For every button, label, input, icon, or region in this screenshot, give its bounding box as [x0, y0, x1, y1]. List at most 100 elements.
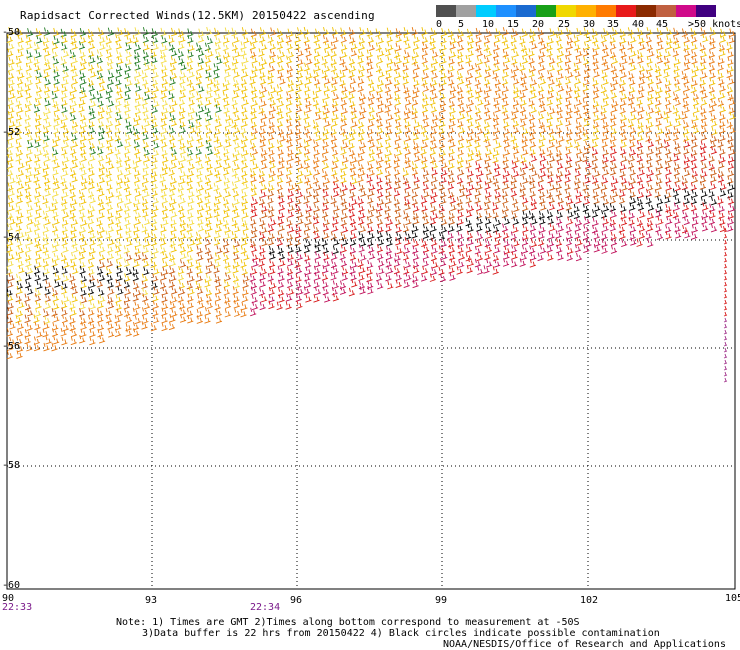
- wind-barb: [366, 56, 373, 65]
- wind-barb: [134, 216, 142, 226]
- wind-barb: [63, 154, 70, 163]
- wind-barb: [582, 203, 589, 213]
- wind-barb: [26, 307, 34, 317]
- wind-barb: [369, 139, 376, 149]
- wind-barb: [69, 300, 76, 310]
- wind-barb: [80, 181, 88, 191]
- wind-barb: [259, 34, 266, 43]
- wind-barb: [240, 47, 247, 57]
- wind-barb: [224, 224, 231, 234]
- wind-barb: [88, 48, 95, 58]
- wind-barb: [441, 251, 448, 260]
- wind-barb: [340, 244, 347, 253]
- wind-barb: [332, 210, 340, 219]
- wind-barb: [403, 140, 410, 150]
- wind-barb: [62, 139, 70, 149]
- wind-barb: [657, 140, 664, 150]
- wind-barb: [367, 224, 374, 233]
- wind-barb: [493, 125, 500, 134]
- wind-barb: [79, 125, 87, 134]
- wind-barb: [206, 26, 213, 36]
- wind-barb: [358, 216, 365, 226]
- wind-barb: [43, 69, 50, 79]
- wind-barb: [216, 55, 223, 65]
- wind-barb: [87, 315, 95, 324]
- wind-barb: [700, 196, 707, 206]
- wind-barb: [79, 49, 86, 59]
- wind-barb: [656, 231, 664, 240]
- wind-barb: [323, 175, 331, 185]
- wind-barb: [223, 209, 230, 219]
- wind-barb: [171, 285, 178, 295]
- wind-barb: [276, 91, 283, 101]
- wind-barb: [240, 259, 247, 268]
- wind-barb: [430, 126, 437, 135]
- wind-barb: [305, 294, 312, 303]
- wind-barb: [719, 34, 726, 43]
- wind-barb: [378, 69, 385, 78]
- wind-barb: [25, 194, 33, 204]
- wind-barb: [241, 189, 248, 198]
- wind-barb: [429, 231, 436, 240]
- wind-barb: [224, 308, 231, 318]
- wind-barb: [512, 196, 519, 205]
- wind-barb: [357, 161, 365, 171]
- wind-barb: [87, 34, 95, 44]
- wind-barb: [639, 209, 646, 219]
- wind-barb: [322, 145, 329, 155]
- wind-barb: [638, 167, 645, 176]
- wind-barb: [332, 280, 339, 289]
- wind-barb: [414, 119, 421, 128]
- wind-barb: [537, 84, 545, 93]
- wind-barb: [242, 181, 249, 190]
- wind-barb: [691, 189, 698, 198]
- wind-barb: [546, 118, 553, 128]
- wind-barb: [674, 56, 681, 66]
- wind-barb: [375, 160, 383, 170]
- wind-barb: [636, 153, 643, 163]
- wind-barb: [34, 321, 41, 331]
- wind-barb: [726, 119, 733, 128]
- wind-barb: [8, 27, 15, 36]
- wind-barb: [223, 166, 230, 176]
- wind-barb: [422, 83, 430, 92]
- wind-barb: [432, 210, 439, 220]
- wind-barb: [593, 61, 600, 71]
- wind-barb: [420, 146, 427, 156]
- wind-barb: [566, 126, 573, 136]
- wind-barb: [278, 210, 285, 219]
- wind-barb: [286, 69, 293, 79]
- wind-barb: [555, 147, 563, 157]
- wind-barb: [322, 26, 330, 36]
- wind-barb: [279, 258, 286, 267]
- wind-barb: [16, 89, 24, 99]
- wind-barb: [251, 55, 258, 64]
- wind-barb: [629, 175, 637, 185]
- wind-barb: [729, 125, 736, 134]
- wind-barb: [150, 174, 157, 183]
- wind-barb: [384, 47, 392, 57]
- wind-barb: [61, 34, 68, 44]
- wind-barb: [303, 126, 311, 135]
- wind-barb: [602, 203, 610, 212]
- wind-barb: [304, 272, 311, 282]
- wind-barb: [574, 161, 582, 171]
- wind-barb: [609, 222, 617, 232]
- wind-barb: [207, 251, 214, 261]
- wind-barb: [637, 119, 644, 129]
- wind-barb: [241, 160, 248, 169]
- wind-barb: [378, 258, 385, 267]
- wind-barb: [197, 55, 205, 65]
- wind-barb: [81, 175, 88, 185]
- wind-barb: [657, 111, 664, 120]
- wind-barb: [126, 77, 133, 87]
- wind-barb: [161, 182, 168, 191]
- wind-barb: [683, 126, 690, 135]
- wind-barb: [43, 224, 50, 233]
- wind-barb: [348, 208, 356, 218]
- wind-barb: [105, 195, 112, 205]
- wind-barb: [484, 126, 491, 136]
- wind-barb: [42, 258, 49, 268]
- wind-barb: [422, 98, 429, 107]
- wind-barb: [34, 195, 41, 205]
